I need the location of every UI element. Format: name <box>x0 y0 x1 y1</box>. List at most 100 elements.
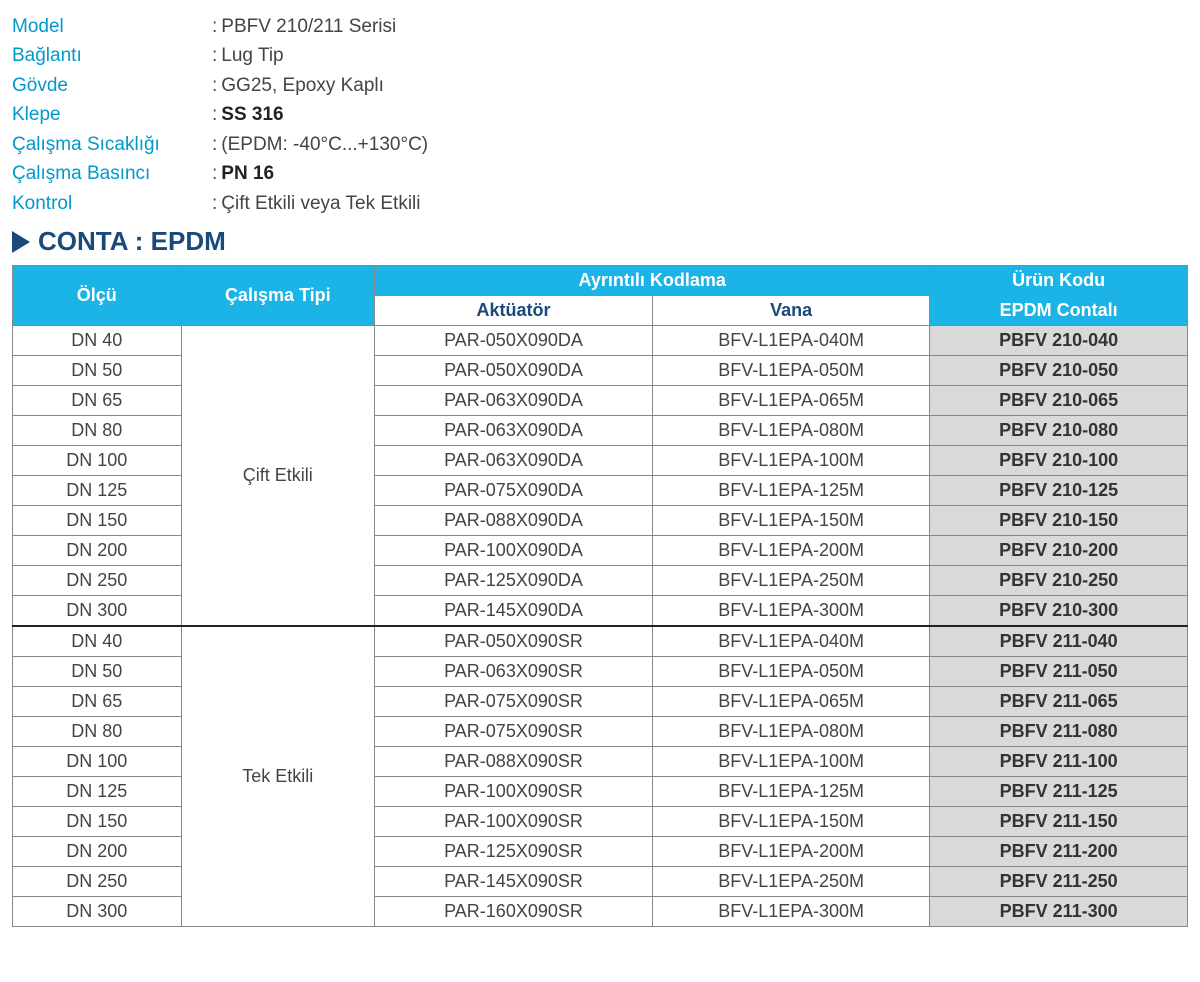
cell-size: DN 100 <box>13 747 182 777</box>
spec-label: Klepe <box>12 100 212 129</box>
cell-product-code: PBFV 211-040 <box>930 626 1188 657</box>
cell-type: Tek Etkili <box>181 626 375 927</box>
cell-size: DN 300 <box>13 897 182 927</box>
cell-valve: BFV-L1EPA-200M <box>652 837 929 867</box>
cell-actuator: PAR-075X090SR <box>375 687 653 717</box>
cell-product-code: PBFV 210-065 <box>930 386 1188 416</box>
cell-actuator: PAR-075X090DA <box>375 476 653 506</box>
cell-product-code: PBFV 211-065 <box>930 687 1188 717</box>
cell-valve: BFV-L1EPA-080M <box>652 717 929 747</box>
cell-product-code: PBFV 210-040 <box>930 326 1188 356</box>
spec-list: Model:PBFV 210/211 SerisiBağlantı:Lug Ti… <box>12 12 1188 218</box>
cell-size: DN 150 <box>13 807 182 837</box>
cell-size: DN 125 <box>13 476 182 506</box>
spec-colon: : <box>212 71 217 100</box>
spec-label: Model <box>12 12 212 41</box>
spec-row: Çalışma Sıcaklığı:(EPDM: -40°C...+130°C) <box>12 130 1188 159</box>
spec-label: Bağlantı <box>12 41 212 70</box>
spec-row: Kontrol:Çift Etkili veya Tek Etkili <box>12 189 1188 218</box>
spec-colon: : <box>212 189 217 218</box>
spec-label: Kontrol <box>12 189 212 218</box>
section-title-text: CONTA : EPDM <box>38 226 226 257</box>
spec-row: Klepe:SS 316 <box>12 100 1188 129</box>
cell-actuator: PAR-050X090DA <box>375 356 653 386</box>
spec-value: SS 316 <box>221 100 283 129</box>
cell-product-code: PBFV 211-100 <box>930 747 1188 777</box>
cell-type: Çift Etkili <box>181 326 375 627</box>
cell-product-code: PBFV 210-100 <box>930 446 1188 476</box>
cell-valve: BFV-L1EPA-080M <box>652 416 929 446</box>
cell-product-code: PBFV 210-150 <box>930 506 1188 536</box>
cell-size: DN 250 <box>13 867 182 897</box>
cell-size: DN 100 <box>13 446 182 476</box>
product-table: Ölçü Çalışma Tipi Ayrıntılı Kodlama Ürün… <box>12 265 1188 927</box>
cell-actuator: PAR-088X090DA <box>375 506 653 536</box>
cell-product-code: PBFV 211-250 <box>930 867 1188 897</box>
th-detail: Ayrıntılı Kodlama <box>375 266 930 296</box>
cell-size: DN 80 <box>13 717 182 747</box>
th-type: Çalışma Tipi <box>181 266 375 326</box>
cell-actuator: PAR-145X090DA <box>375 596 653 627</box>
cell-size: DN 250 <box>13 566 182 596</box>
cell-product-code: PBFV 210-080 <box>930 416 1188 446</box>
cell-valve: BFV-L1EPA-250M <box>652 867 929 897</box>
cell-size: DN 200 <box>13 536 182 566</box>
spec-label: Çalışma Sıcaklığı <box>12 130 212 159</box>
cell-size: DN 40 <box>13 326 182 356</box>
spec-value: Lug Tip <box>221 41 283 70</box>
spec-row: Çalışma Basıncı:PN 16 <box>12 159 1188 188</box>
cell-valve: BFV-L1EPA-040M <box>652 626 929 657</box>
th-valve: Vana <box>652 296 929 326</box>
cell-size: DN 300 <box>13 596 182 627</box>
cell-valve: BFV-L1EPA-065M <box>652 386 929 416</box>
cell-actuator: PAR-100X090SR <box>375 777 653 807</box>
cell-actuator: PAR-050X090SR <box>375 626 653 657</box>
cell-product-code: PBFV 211-200 <box>930 837 1188 867</box>
cell-valve: BFV-L1EPA-050M <box>652 657 929 687</box>
cell-product-code: PBFV 211-125 <box>930 777 1188 807</box>
cell-valve: BFV-L1EPA-300M <box>652 897 929 927</box>
cell-valve: BFV-L1EPA-100M <box>652 747 929 777</box>
cell-product-code: PBFV 210-300 <box>930 596 1188 627</box>
cell-actuator: PAR-100X090DA <box>375 536 653 566</box>
triangle-icon <box>12 231 30 253</box>
cell-valve: BFV-L1EPA-300M <box>652 596 929 627</box>
cell-valve: BFV-L1EPA-150M <box>652 807 929 837</box>
cell-valve: BFV-L1EPA-040M <box>652 326 929 356</box>
spec-row: Gövde:GG25, Epoxy Kaplı <box>12 71 1188 100</box>
cell-valve: BFV-L1EPA-065M <box>652 687 929 717</box>
cell-actuator: PAR-145X090SR <box>375 867 653 897</box>
cell-size: DN 40 <box>13 626 182 657</box>
section-title: CONTA : EPDM <box>12 226 1188 257</box>
cell-size: DN 200 <box>13 837 182 867</box>
cell-valve: BFV-L1EPA-125M <box>652 476 929 506</box>
cell-actuator: PAR-125X090DA <box>375 566 653 596</box>
th-size: Ölçü <box>13 266 182 326</box>
table-row: DN 40Tek EtkiliPAR-050X090SRBFV-L1EPA-04… <box>13 626 1188 657</box>
cell-valve: BFV-L1EPA-250M <box>652 566 929 596</box>
cell-actuator: PAR-100X090SR <box>375 807 653 837</box>
cell-actuator: PAR-125X090SR <box>375 837 653 867</box>
table-row: DN 40Çift EtkiliPAR-050X090DABFV-L1EPA-0… <box>13 326 1188 356</box>
cell-product-code: PBFV 211-080 <box>930 717 1188 747</box>
cell-valve: BFV-L1EPA-100M <box>652 446 929 476</box>
spec-colon: : <box>212 159 217 188</box>
cell-product-code: PBFV 210-050 <box>930 356 1188 386</box>
cell-size: DN 50 <box>13 657 182 687</box>
cell-product-code: PBFV 210-250 <box>930 566 1188 596</box>
cell-size: DN 50 <box>13 356 182 386</box>
spec-row: Bağlantı:Lug Tip <box>12 41 1188 70</box>
cell-valve: BFV-L1EPA-050M <box>652 356 929 386</box>
cell-size: DN 80 <box>13 416 182 446</box>
cell-actuator: PAR-063X090DA <box>375 416 653 446</box>
cell-valve: BFV-L1EPA-125M <box>652 777 929 807</box>
cell-product-code: PBFV 211-150 <box>930 807 1188 837</box>
cell-size: DN 65 <box>13 687 182 717</box>
cell-product-code: PBFV 211-300 <box>930 897 1188 927</box>
spec-value: Çift Etkili veya Tek Etkili <box>221 189 420 218</box>
cell-actuator: PAR-088X090SR <box>375 747 653 777</box>
spec-colon: : <box>212 41 217 70</box>
cell-actuator: PAR-160X090SR <box>375 897 653 927</box>
cell-actuator: PAR-075X090SR <box>375 717 653 747</box>
spec-row: Model:PBFV 210/211 Serisi <box>12 12 1188 41</box>
